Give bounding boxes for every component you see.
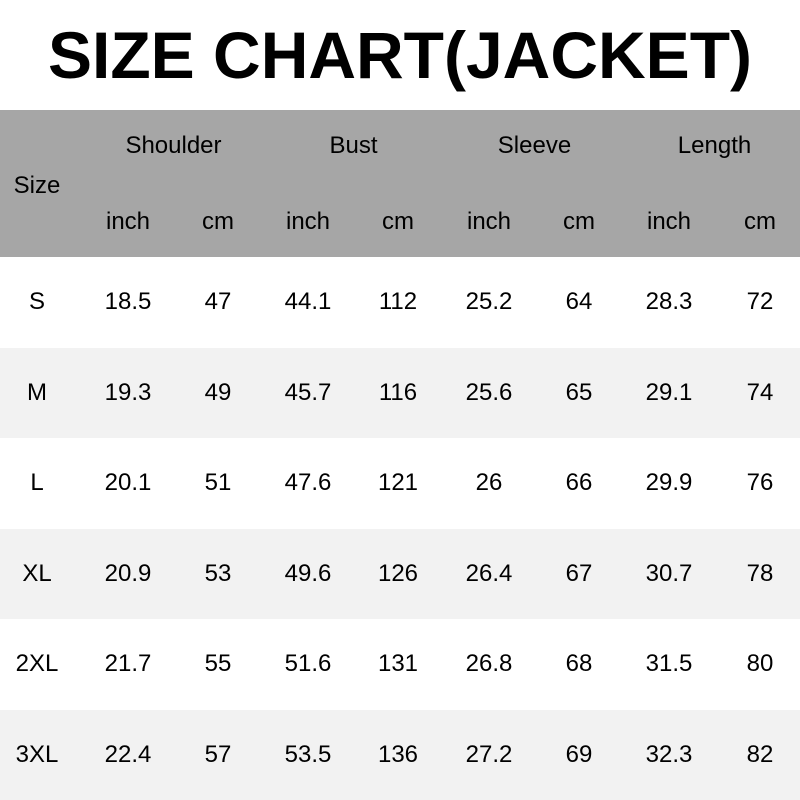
table-cell: 25.6 bbox=[465, 378, 513, 406]
table-cell: 49 bbox=[204, 378, 232, 406]
size-cell: XL bbox=[22, 559, 52, 587]
table-cell: 30.7 bbox=[645, 559, 693, 587]
table-cell: 53.5 bbox=[284, 740, 332, 768]
size-cell: L bbox=[30, 469, 44, 497]
size-cell: 3XL bbox=[15, 740, 59, 768]
table-cell: 116 bbox=[378, 378, 418, 406]
table-cell: 29.9 bbox=[645, 469, 693, 497]
unit-header-cm: cm bbox=[563, 208, 595, 235]
table-cell: 47 bbox=[204, 288, 232, 316]
unit-header-cm: cm bbox=[744, 208, 776, 235]
table-cell: 64 bbox=[565, 288, 593, 316]
size-cell: M bbox=[27, 378, 47, 406]
table-row: S 18.5 47 44.1 112 25.2 64 28.3 72 bbox=[0, 257, 800, 348]
unit-header-inch: inch bbox=[285, 208, 331, 235]
table-row: M 19.3 49 45.7 116 25.6 65 29.1 74 bbox=[0, 347, 800, 438]
page-title: SIZE CHART(JACKET) bbox=[48, 18, 752, 92]
table-cell: 112 bbox=[378, 288, 418, 316]
size-cell: S bbox=[28, 288, 45, 316]
table-row: L 20.1 51 47.6 121 26 66 29.9 76 bbox=[0, 438, 800, 529]
size-cell: 2XL bbox=[15, 650, 59, 678]
unit-header-inch: inch bbox=[105, 208, 151, 235]
unit-header-inch: inch bbox=[466, 208, 512, 235]
size-column-header: Size bbox=[13, 172, 61, 199]
table-cell: 18.5 bbox=[104, 288, 152, 316]
unit-header-cm: cm bbox=[382, 208, 414, 235]
column-group-shoulder: Shoulder bbox=[125, 132, 222, 159]
table-cell: 121 bbox=[377, 469, 419, 497]
table-cell: 27.2 bbox=[465, 740, 513, 768]
table-cell: 53 bbox=[204, 559, 232, 587]
table-cell: 55 bbox=[204, 650, 232, 678]
table-cell: 49.6 bbox=[284, 559, 332, 587]
table-cell: 136 bbox=[377, 740, 419, 768]
table-cell: 68 bbox=[565, 650, 593, 678]
table-cell: 45.7 bbox=[284, 378, 332, 406]
table-row: XL 20.9 53 49.6 126 26.4 67 30.7 78 bbox=[0, 528, 800, 619]
table-cell: 69 bbox=[565, 740, 593, 768]
table-header: Size Shoulder inch cm Bust inch cm Sleeve inch c… bbox=[0, 110, 800, 257]
table-cell: 78 bbox=[746, 559, 774, 587]
table-cell: 32.3 bbox=[645, 740, 693, 768]
table-cell: 51.6 bbox=[284, 650, 332, 678]
table-cell: 28.3 bbox=[645, 288, 693, 316]
column-group-length: Length bbox=[677, 132, 752, 159]
table-cell: 19.3 bbox=[104, 378, 152, 406]
unit-header-cm: cm bbox=[202, 208, 234, 235]
table-cell: 67 bbox=[565, 559, 593, 587]
table-cell: 26 bbox=[475, 469, 503, 497]
table-cell: 80 bbox=[746, 650, 774, 678]
table-cell: 29.1 bbox=[645, 378, 693, 406]
table-cell: 51 bbox=[204, 469, 232, 497]
column-group-bust: Bust bbox=[329, 132, 378, 159]
table-cell: 44.1 bbox=[284, 288, 332, 316]
table-cell: 66 bbox=[565, 469, 593, 497]
table-cell: 26.8 bbox=[465, 650, 513, 678]
table-cell: 72 bbox=[746, 288, 774, 316]
table-cell: 26.4 bbox=[465, 559, 513, 587]
table-row: 3XL 22.4 57 53.5 136 27.2 69 32.3 82 bbox=[0, 709, 800, 800]
table-cell: 47.6 bbox=[284, 469, 332, 497]
table-cell: 25.2 bbox=[465, 288, 513, 316]
table-cell: 31.5 bbox=[645, 650, 693, 678]
table-cell: 20.9 bbox=[104, 559, 152, 587]
table-cell: 131 bbox=[377, 650, 419, 678]
size-table-body: S 18.5 47 44.1 112 25.2 64 28.3 72 M 19.3 49 45.7 116… bbox=[0, 257, 800, 800]
table-cell: 65 bbox=[565, 378, 593, 406]
table-cell: 126 bbox=[377, 559, 419, 587]
table-cell: 82 bbox=[746, 740, 774, 768]
table-cell: 20.1 bbox=[104, 469, 152, 497]
column-group-sleeve: Sleeve bbox=[497, 132, 572, 159]
table-cell: 57 bbox=[204, 740, 232, 768]
table-cell: 21.7 bbox=[104, 650, 152, 678]
table-row: 2XL 21.7 55 51.6 131 26.8 68 31.5 80 bbox=[0, 619, 800, 710]
table-cell: 76 bbox=[746, 469, 774, 497]
table-cell: 22.4 bbox=[104, 740, 152, 768]
unit-header-inch: inch bbox=[646, 208, 692, 235]
table-cell: 74 bbox=[746, 378, 774, 406]
